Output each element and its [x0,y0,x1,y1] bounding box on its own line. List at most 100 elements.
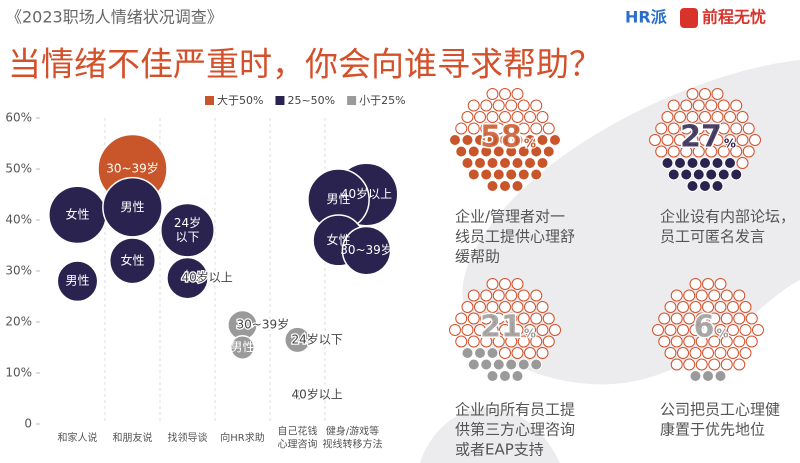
dot [492,358,505,371]
stat-description: 缓帮助 [455,248,500,266]
dot [536,347,549,359]
dot [499,88,511,100]
dot [677,301,689,313]
dot [699,134,711,146]
dot [467,145,480,158]
dot [492,168,505,181]
bubble [341,225,392,276]
x-tick-label: 和朋友说 [113,431,153,444]
dot [736,111,749,123]
dot [695,312,708,325]
bubble-label: 男性 [230,340,254,354]
dot [480,145,493,158]
dot [536,157,549,169]
dot [677,347,689,359]
dot [542,312,555,325]
dot [492,145,505,158]
dot [667,168,680,181]
dot [717,145,730,158]
y-tick-label: 0 [24,417,32,431]
dot [727,301,739,313]
dot [486,347,499,359]
stat-value: 6 [694,310,715,345]
dot [724,134,736,146]
stat-dots [652,278,764,382]
dot [708,335,721,348]
dot [745,335,758,348]
dot [499,180,511,192]
legend-label: 25~50% [287,94,335,107]
dot [455,145,468,158]
dot [670,289,683,302]
bubble-label: 女性 [120,252,144,267]
dot [708,312,721,325]
dot [511,347,524,359]
logo: HR派 [625,8,668,27]
background-swoosh [420,407,560,463]
dot [661,157,674,169]
dot [511,157,524,169]
dot [711,157,724,169]
dot [727,347,739,359]
dot [686,111,699,123]
dot [486,180,499,192]
stat-unit: % [724,137,736,151]
dot [739,347,752,359]
dot [745,312,758,325]
stat-dots [449,278,561,382]
dot [689,347,702,359]
dot [505,358,518,371]
dot [717,168,730,181]
dot [695,289,708,302]
dot [455,312,468,325]
legend-swatch [347,96,357,105]
dot [461,324,474,336]
bubble [56,260,99,303]
dot [524,157,536,169]
dot [530,168,543,181]
dot [692,99,705,112]
bubble-label: 女性 [326,232,350,247]
dot [724,157,736,169]
dot [714,278,727,290]
dot [727,324,739,336]
dot [461,301,474,313]
stat-description: 康置于优先地位 [660,421,765,439]
dot [739,324,752,336]
dot [692,168,705,181]
dot [702,278,714,290]
x-tick-label: 向HR求助 [220,431,264,444]
dot [674,134,686,146]
dot [480,168,493,181]
dot [661,111,674,123]
dot [549,324,561,336]
dot [714,301,727,313]
dot [733,289,746,302]
stat-description: 线员工提供心理舒 [455,228,575,246]
dot [711,134,724,146]
dot [655,122,668,135]
dot [692,145,705,158]
dot [505,335,518,348]
logo-icon [680,8,698,28]
dot [692,122,705,135]
dot [474,301,486,313]
dot [680,145,693,158]
dot [689,278,702,290]
dot [486,370,499,382]
dot [689,370,702,382]
dot [486,134,499,146]
dot [517,99,530,112]
dot [474,347,486,359]
dot [536,301,549,313]
dot [683,289,696,302]
dot [542,145,555,158]
dot [480,312,493,325]
dot [664,347,677,359]
dot [530,99,543,112]
dot [480,122,493,135]
dot [461,157,474,169]
dot [752,324,764,336]
bubble-label: 30~39岁 [237,317,290,332]
dot [455,122,468,135]
